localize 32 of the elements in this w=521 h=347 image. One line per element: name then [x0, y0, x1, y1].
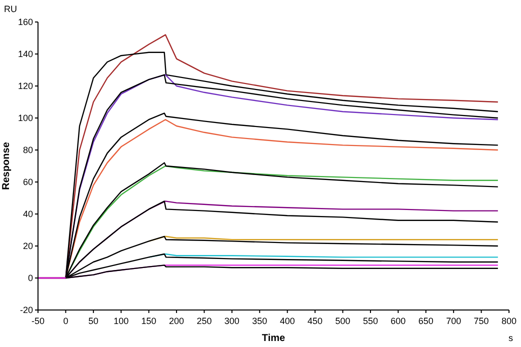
text: s	[508, 333, 514, 343]
x-tick-label: 800	[501, 316, 517, 326]
y-tick-label: 20	[22, 241, 33, 251]
x-tick-label: 500	[335, 316, 350, 326]
x-tick-label: -50	[31, 316, 45, 326]
x-tick-label: 300	[224, 316, 240, 326]
y-axis-title: Response	[1, 142, 12, 190]
x-tick-label: 0	[63, 316, 68, 326]
y-tick-label: 80	[22, 145, 33, 155]
y-tick-label: 140	[18, 49, 33, 59]
x-tick-label: 250	[196, 316, 212, 326]
x-tick-label: 550	[362, 316, 378, 326]
y-tick-label: 100	[18, 113, 33, 123]
text: RU	[4, 4, 17, 14]
x-tick-label: 700	[446, 316, 462, 326]
y-tick-label: 0	[28, 273, 33, 283]
x-tick-label: 650	[418, 316, 434, 326]
x-tick-label: 600	[390, 316, 406, 326]
x-axis-title: Time	[262, 333, 286, 344]
x-tick-label: 400	[280, 316, 295, 326]
y-tick-label: 120	[18, 81, 33, 91]
x-tick-label: 100	[114, 316, 129, 326]
x-tick-label: 200	[169, 316, 184, 326]
x-tick-label: 450	[308, 316, 323, 326]
y-tick-label: 60	[22, 177, 33, 187]
y-tick-label: 160	[18, 17, 33, 27]
x-tick-label: 350	[252, 316, 268, 326]
x-tick-label: 150	[141, 316, 156, 326]
x-tick-label: 750	[474, 316, 489, 326]
y-tick-label: -20	[20, 305, 33, 315]
x-tick-label: 50	[88, 316, 98, 326]
y-tick-label: 40	[22, 209, 33, 219]
